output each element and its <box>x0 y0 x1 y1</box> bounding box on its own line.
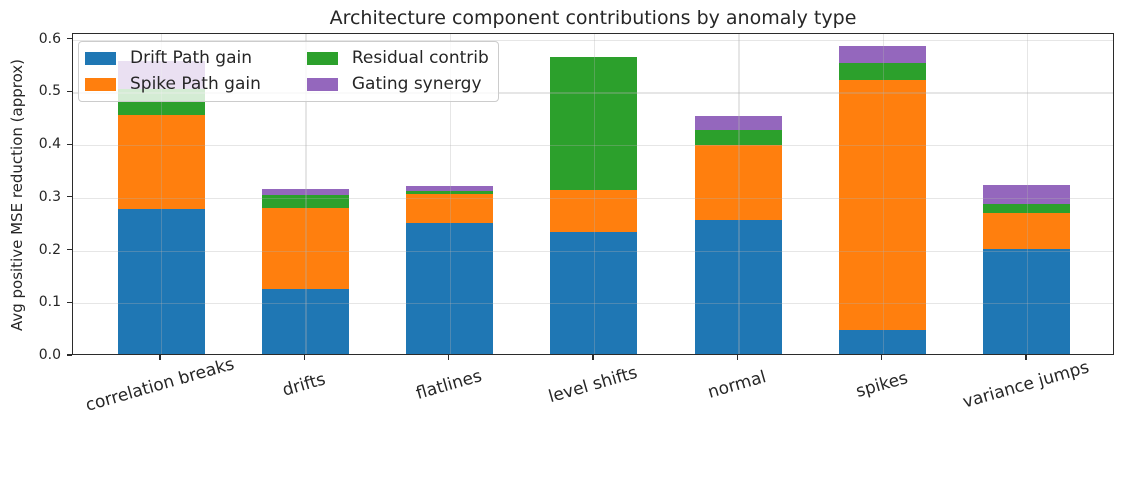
y-tick-label: 0.1 <box>38 294 61 311</box>
bar-segment-flatlines <box>406 222 494 354</box>
bar-segment-normal <box>694 115 782 131</box>
bar-segment-correlation-breaks <box>117 208 205 354</box>
x-tick-mark <box>881 355 883 360</box>
legend-swatch-gating-synergy <box>306 78 338 91</box>
y-tick-mark <box>67 354 72 356</box>
x-tick-mark <box>159 355 161 360</box>
gridline-vertical <box>161 34 163 354</box>
gridline-vertical <box>882 34 884 354</box>
bar-segment-normal <box>694 145 782 220</box>
x-tick-label: variance jumps <box>960 357 1092 413</box>
y-tick-mark <box>67 248 72 251</box>
bar-segment-variance-jumps <box>983 185 1071 204</box>
gridline-vertical <box>305 34 307 354</box>
x-tick-mark <box>1025 355 1027 360</box>
gridline-horizontal <box>73 145 1113 147</box>
x-tick-mark <box>303 355 305 360</box>
chart-title: Architecture component contributions by … <box>329 7 857 29</box>
gridline-horizontal <box>73 303 1113 305</box>
bar-segment-drifts <box>261 188 349 196</box>
gridline-horizontal <box>73 197 1113 200</box>
bar-segment-level-shifts <box>550 232 638 354</box>
gridline-vertical <box>593 34 596 354</box>
bar-segment-level-shifts <box>550 57 638 191</box>
bar-segment-spikes <box>839 79 927 331</box>
y-tick-mark <box>67 143 72 145</box>
legend: Drift Path gain Spike Path gain Residual c… <box>78 41 499 102</box>
legend-label: Gating synergy <box>351 74 482 94</box>
plot-area: Drift Path gain Spike Path gain Residual c… <box>72 33 1114 355</box>
legend-item: Spike Path gain <box>85 74 261 95</box>
bar-segment-spikes <box>839 330 927 354</box>
legend-item: Gating synergy <box>306 74 489 95</box>
bar-segment-spikes <box>839 46 927 64</box>
bar-segment-spikes <box>839 63 927 80</box>
bar-segment-correlation-breaks <box>117 114 205 209</box>
legend-item: Residual contrib <box>306 48 489 69</box>
legend-label: Spike Path gain <box>130 74 261 94</box>
legend-label: Drift Path gain <box>130 48 253 68</box>
x-tick-mark <box>592 355 594 360</box>
y-tick-label: 0.5 <box>38 83 61 100</box>
x-tick-mark <box>736 355 738 360</box>
gridline-vertical <box>449 34 451 354</box>
bar-segment-level-shifts <box>550 190 638 233</box>
bar-segment-variance-jumps <box>983 213 1071 249</box>
bar-segment-flatlines <box>406 185 494 192</box>
gridline-horizontal <box>73 39 1113 41</box>
x-tick-mark <box>448 355 450 360</box>
y-tick-label: 0.6 <box>38 30 61 47</box>
bar-segment-flatlines <box>406 191 494 195</box>
y-tick-mark <box>67 90 72 93</box>
gridline-horizontal <box>73 250 1113 252</box>
y-tick-label: 0.0 <box>38 347 61 363</box>
gridline-vertical <box>1026 34 1029 354</box>
y-tick-mark <box>67 196 72 198</box>
legend-label: Residual contrib <box>351 48 489 68</box>
y-tick-label: 0.2 <box>38 241 61 258</box>
bar-segment-variance-jumps <box>983 248 1071 354</box>
gridline-horizontal <box>73 92 1113 94</box>
y-tick-mark <box>67 38 72 40</box>
bar-segment-drifts <box>261 289 349 354</box>
legend-swatch-drift-path-gain <box>85 52 116 65</box>
legend-item: Drift Path gain <box>85 48 261 69</box>
gridline-vertical <box>738 34 740 354</box>
bar-segment-normal <box>694 130 782 146</box>
bar-segment-normal <box>694 219 782 354</box>
y-tick-label: 0.3 <box>38 188 61 205</box>
y-tick-mark <box>67 301 72 303</box>
bar-segment-variance-jumps <box>983 203 1071 214</box>
legend-swatch-spike-path-gain <box>85 78 116 91</box>
bar-segment-drifts <box>261 195 349 209</box>
y-tick-label: 0.4 <box>38 136 61 153</box>
bar-segment-flatlines <box>406 194 494 223</box>
legend-swatch-residual-contrib <box>306 52 338 65</box>
bar-segment-drifts <box>261 208 349 290</box>
